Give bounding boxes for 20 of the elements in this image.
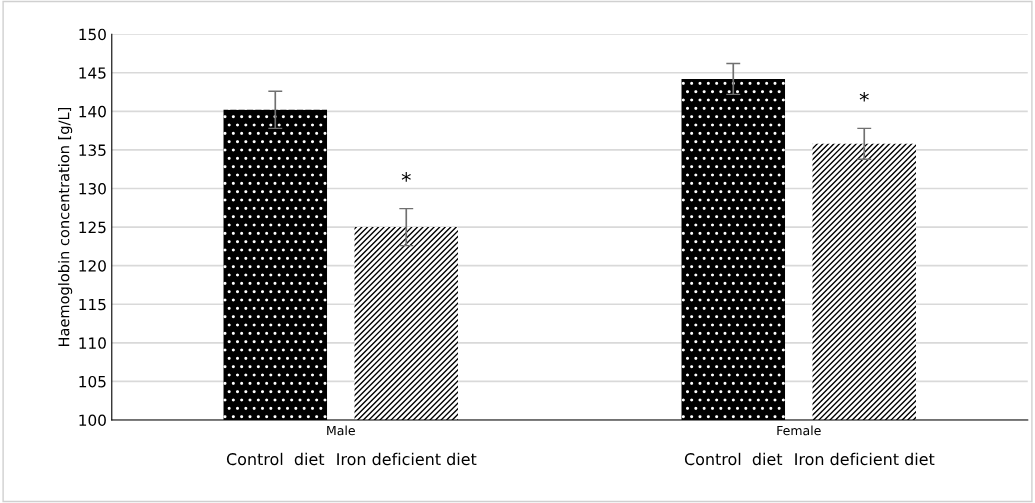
text: Iron deficient diet — [337, 452, 477, 466]
annotation: * — [401, 172, 411, 182]
y-tick-label: 150 — [79, 28, 106, 41]
y-axis-title: Haemoglobin concentration [g/L] — [58, 107, 73, 347]
y-tick-label: 130 — [79, 182, 106, 195]
y-tick-label: 110 — [79, 337, 106, 349]
y-tick-label: 125 — [79, 221, 106, 234]
y-tick-label: 105 — [79, 375, 106, 388]
text: Control diet — [684, 452, 783, 466]
y-tick-label: 140 — [79, 105, 106, 118]
y-tick-label: 135 — [79, 144, 106, 156]
text: Control diet — [226, 452, 325, 466]
y-tick-label: 120 — [79, 260, 106, 272]
x-tick-label: Male — [327, 425, 355, 436]
annotation: * — [859, 91, 869, 102]
y-tick-label: 115 — [79, 298, 106, 311]
y-tick-label: 145 — [79, 67, 106, 79]
y-tick-label: 100 — [79, 414, 106, 427]
x-tick-label: Female — [777, 425, 821, 436]
text: Iron deficient diet — [795, 452, 935, 466]
